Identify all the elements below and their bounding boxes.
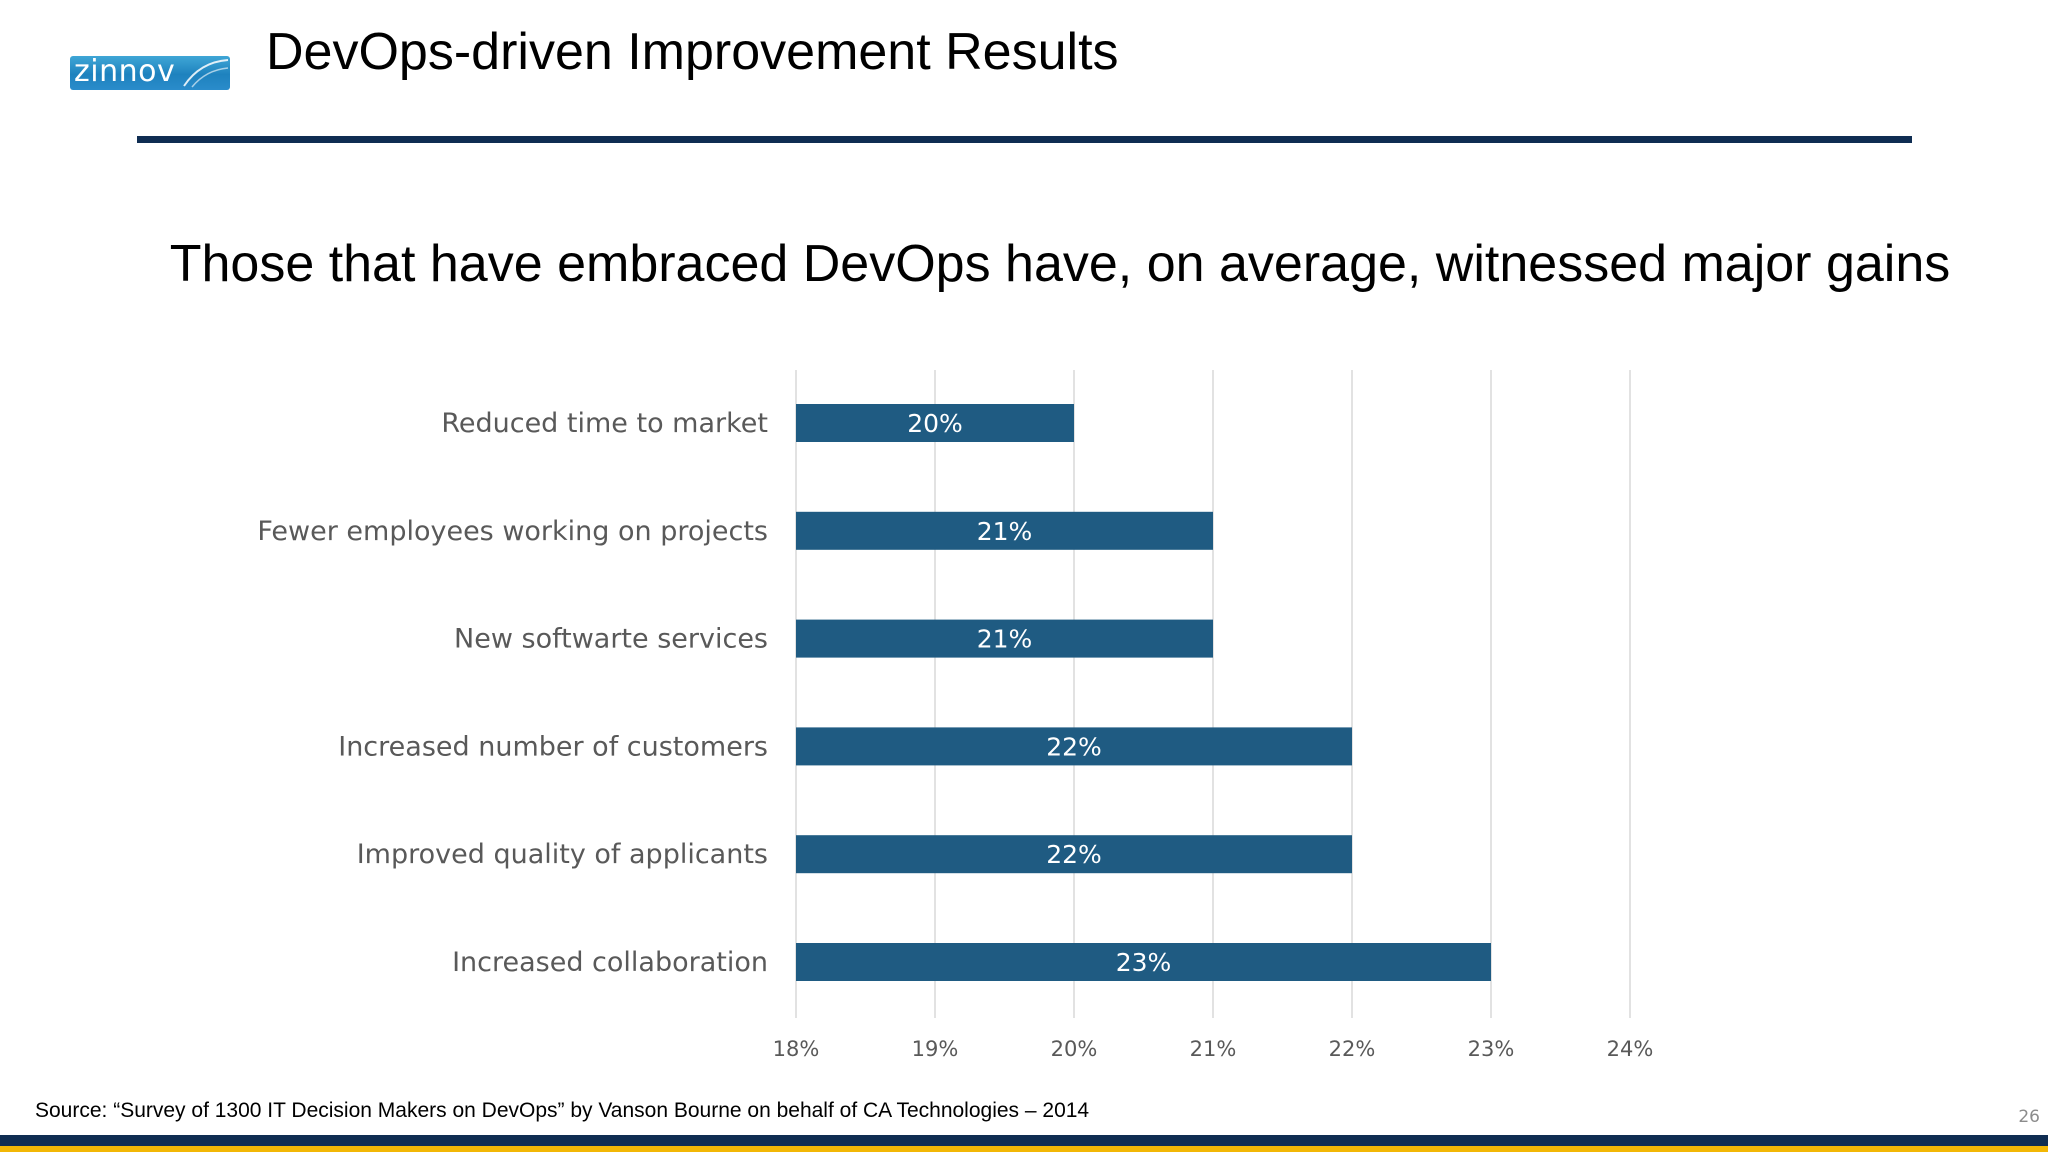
bar xyxy=(796,619,1213,658)
category-label: Reduced time to market xyxy=(441,408,768,439)
data-label: 22% xyxy=(1046,840,1102,869)
x-tick-label: 24% xyxy=(1607,1037,1654,1061)
category-label: Increased collaboration xyxy=(452,947,768,978)
data-label: 22% xyxy=(1046,732,1102,761)
data-label: 20% xyxy=(907,409,963,438)
slide-title: DevOps-driven Improvement Results xyxy=(266,23,1119,81)
category-label: Fewer employees working on projects xyxy=(257,516,768,547)
bar xyxy=(796,835,1352,874)
data-label: 21% xyxy=(977,625,1033,654)
bar xyxy=(796,404,1074,442)
x-tick-label: 18% xyxy=(773,1037,820,1061)
bar xyxy=(796,511,1213,550)
source-note: Source: “Survey of 1300 IT Decision Make… xyxy=(35,1099,1090,1122)
title-rule xyxy=(137,136,1912,143)
logo-swoosh-icon xyxy=(183,59,229,88)
footer-navy-stripe xyxy=(0,1135,2048,1146)
footer-gold-stripe xyxy=(0,1146,2048,1152)
x-tick-label: 23% xyxy=(1468,1037,1515,1061)
improvement-bar-chart: 18% 19% 20% 21% 22% 23% 24% Reduced time to mar… xyxy=(257,370,1654,1061)
bar xyxy=(796,943,1491,981)
headline: Those that have embraced DevOps have, on… xyxy=(169,235,1951,293)
category-label: Improved quality of applicants xyxy=(357,839,768,870)
category-label: New softwarte services xyxy=(454,624,768,655)
data-label: 21% xyxy=(977,517,1033,546)
x-tick-label: 20% xyxy=(1051,1037,1098,1061)
bar xyxy=(796,727,1352,766)
logo-text: zinnov xyxy=(74,56,176,89)
category-label: Increased number of customers xyxy=(338,731,768,762)
zinnov-logo: zinnov xyxy=(70,56,230,90)
x-tick-label: 19% xyxy=(912,1037,959,1061)
data-label: 23% xyxy=(1116,948,1172,977)
page-number: 26 xyxy=(2018,1107,2040,1127)
x-tick-label: 22% xyxy=(1329,1037,1376,1061)
x-tick-label: 21% xyxy=(1190,1037,1237,1061)
